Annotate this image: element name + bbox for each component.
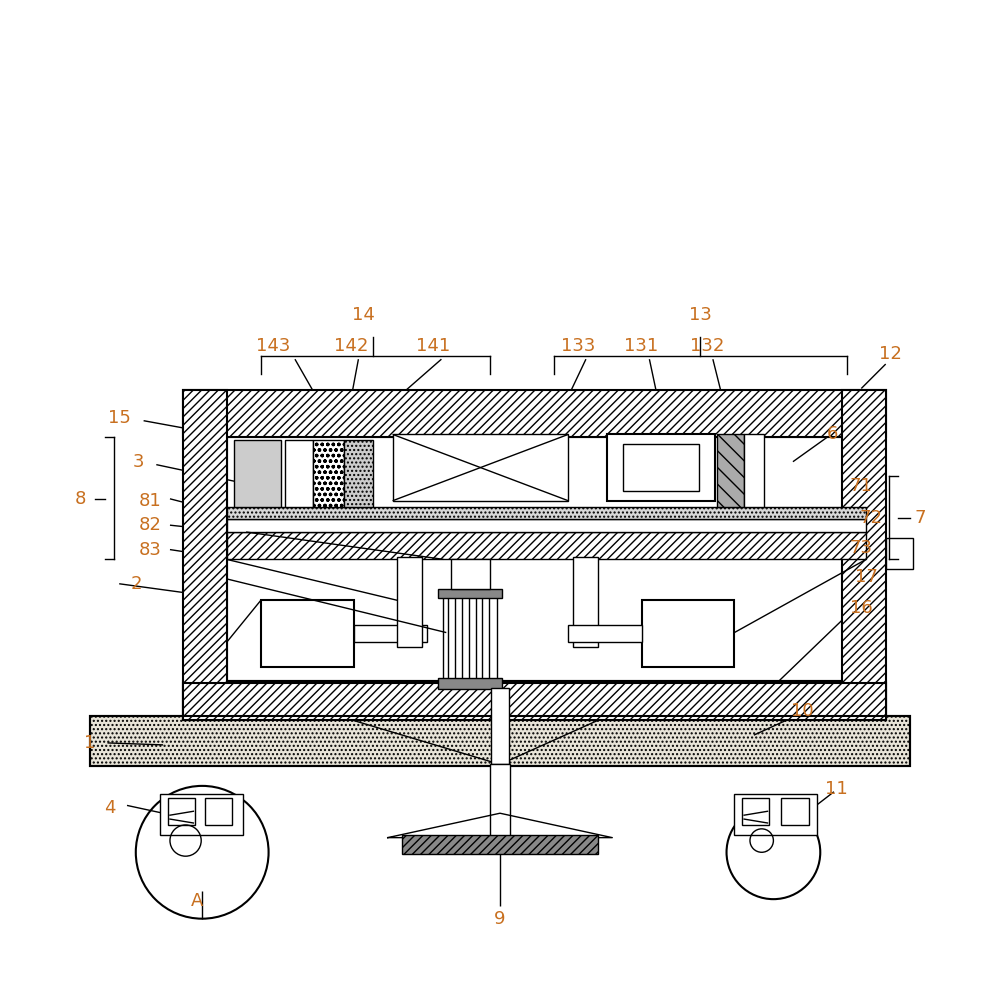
Text: 2: 2 <box>131 574 143 593</box>
Bar <box>781 797 809 825</box>
Text: 131: 131 <box>624 338 659 355</box>
Polygon shape <box>388 813 612 838</box>
Text: 72: 72 <box>860 510 883 527</box>
Text: 143: 143 <box>256 338 291 355</box>
Bar <box>717 434 744 507</box>
Bar <box>227 519 866 532</box>
Bar <box>607 434 715 501</box>
Bar <box>568 625 642 642</box>
Bar <box>205 797 232 825</box>
Text: 17: 17 <box>855 568 878 586</box>
Bar <box>451 560 490 588</box>
Text: 8: 8 <box>74 490 86 508</box>
Text: 16: 16 <box>850 599 873 617</box>
Text: 13: 13 <box>689 306 712 324</box>
Text: 141: 141 <box>416 338 451 355</box>
Bar <box>742 797 769 825</box>
Text: 1: 1 <box>84 734 96 752</box>
Bar <box>160 793 243 835</box>
Text: 10: 10 <box>791 702 814 720</box>
Bar <box>168 797 195 825</box>
Text: 15: 15 <box>108 409 131 427</box>
Bar <box>397 558 422 647</box>
Text: 73: 73 <box>850 539 873 557</box>
Text: 12: 12 <box>879 346 902 363</box>
Bar <box>227 532 866 560</box>
Text: 9: 9 <box>494 909 506 928</box>
Bar <box>354 625 427 642</box>
Bar <box>313 440 344 507</box>
Bar <box>234 440 281 507</box>
Bar <box>344 440 373 507</box>
Text: 7: 7 <box>914 510 926 527</box>
Bar <box>438 678 502 689</box>
Bar <box>886 538 913 570</box>
Bar <box>734 793 817 835</box>
Text: 82: 82 <box>139 517 162 534</box>
Bar <box>438 588 502 598</box>
Text: 11: 11 <box>825 780 848 797</box>
Bar <box>261 600 354 667</box>
Text: 142: 142 <box>334 338 369 355</box>
Bar <box>490 764 510 838</box>
Text: A: A <box>191 892 203 910</box>
Bar <box>183 683 886 721</box>
Bar <box>183 682 886 721</box>
Bar <box>623 444 699 491</box>
Bar <box>183 391 227 721</box>
Text: 14: 14 <box>352 306 375 324</box>
Text: 83: 83 <box>139 540 162 559</box>
Bar <box>183 391 886 437</box>
Text: 6: 6 <box>826 425 838 443</box>
Bar <box>393 434 568 501</box>
Bar <box>285 440 313 507</box>
Bar <box>491 688 509 764</box>
Bar <box>227 437 866 682</box>
Bar <box>744 434 764 507</box>
Text: 133: 133 <box>561 338 595 355</box>
Bar <box>402 835 598 854</box>
Text: 71: 71 <box>850 477 873 495</box>
Text: 3: 3 <box>133 453 144 470</box>
Text: 4: 4 <box>104 799 115 817</box>
Bar <box>642 600 734 667</box>
Bar <box>227 507 866 519</box>
Text: 81: 81 <box>139 492 162 510</box>
Bar <box>443 595 497 682</box>
Bar <box>573 558 598 647</box>
Bar <box>90 716 910 766</box>
Bar <box>842 391 886 721</box>
Text: 132: 132 <box>690 338 724 355</box>
Bar <box>90 716 910 766</box>
